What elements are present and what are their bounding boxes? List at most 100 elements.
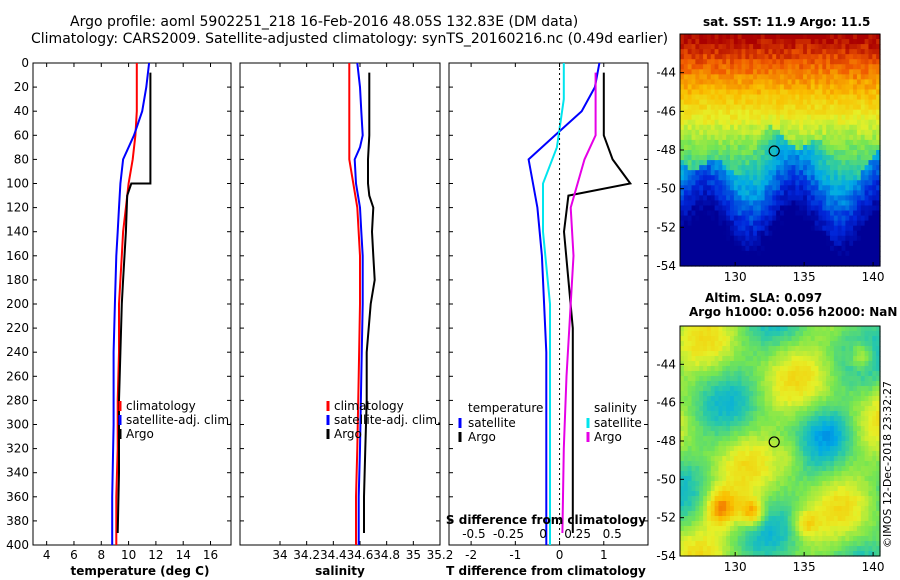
heatmap-cell bbox=[864, 44, 870, 50]
heatmap-cell bbox=[683, 456, 689, 462]
heatmap-cell bbox=[845, 506, 850, 512]
heatmap-cell bbox=[795, 49, 800, 55]
heatmap-cell bbox=[830, 456, 835, 462]
heatmap-cell bbox=[749, 526, 754, 532]
heatmap-cell bbox=[822, 481, 827, 487]
heatmap-cell bbox=[830, 426, 835, 432]
heatmap-cell bbox=[818, 250, 823, 257]
heatmap-cell bbox=[706, 361, 712, 367]
x-tick-label: 6 bbox=[70, 548, 78, 562]
heatmap-cell bbox=[795, 371, 800, 377]
heatmap-cell bbox=[691, 506, 696, 512]
heatmap-cell bbox=[764, 366, 770, 372]
heatmap-cell bbox=[818, 356, 823, 362]
heatmap-cell bbox=[799, 351, 804, 357]
heatmap-cell bbox=[860, 326, 866, 332]
heatmap-cell bbox=[749, 220, 754, 227]
heatmap-cell bbox=[722, 54, 727, 60]
heatmap-cell bbox=[776, 190, 781, 196]
heatmap-cell bbox=[845, 331, 850, 337]
heatmap-cell bbox=[718, 506, 723, 512]
heatmap-cell bbox=[768, 511, 773, 517]
heatmap-cell bbox=[714, 351, 720, 357]
heatmap-cell bbox=[803, 326, 808, 332]
heatmap-cell bbox=[853, 139, 858, 146]
heatmap-cell bbox=[687, 546, 693, 552]
heatmap-cell bbox=[733, 79, 739, 86]
heatmap-cell bbox=[826, 401, 831, 407]
heatmap-cell bbox=[741, 456, 746, 462]
heatmap-cell bbox=[818, 476, 823, 482]
heatmap-cell bbox=[699, 401, 704, 407]
heatmap-cell bbox=[837, 331, 843, 337]
heatmap-cell bbox=[818, 245, 823, 252]
heatmap-cell bbox=[806, 456, 812, 462]
heatmap-cell bbox=[695, 351, 700, 357]
heatmap-cell bbox=[830, 109, 835, 116]
heatmap-cell bbox=[772, 416, 777, 422]
heatmap-cell bbox=[826, 336, 831, 342]
heatmap-cell bbox=[687, 506, 693, 512]
heatmap-cell bbox=[730, 431, 735, 437]
heatmap-cell bbox=[722, 496, 727, 502]
heatmap-cell bbox=[683, 205, 689, 212]
heatmap-cell bbox=[768, 69, 773, 75]
heatmap-cell bbox=[737, 250, 743, 257]
heatmap-cell bbox=[799, 59, 804, 65]
heatmap-cell bbox=[868, 381, 873, 387]
heatmap-cell bbox=[687, 381, 693, 387]
heatmap-cell bbox=[772, 79, 777, 86]
heatmap-cell bbox=[818, 341, 823, 347]
heatmap-cell bbox=[745, 486, 750, 492]
heatmap-cell bbox=[845, 376, 850, 382]
heatmap-cell bbox=[814, 446, 820, 452]
heatmap-cell bbox=[856, 170, 862, 176]
heatmap-cell bbox=[695, 341, 700, 347]
heatmap-cell bbox=[776, 371, 781, 377]
heatmap-cell bbox=[722, 416, 727, 422]
heatmap-cell bbox=[768, 461, 773, 467]
heatmap-cell bbox=[760, 150, 766, 156]
heatmap-cell bbox=[849, 39, 854, 45]
heatmap-cell bbox=[733, 59, 739, 65]
heatmap-cell bbox=[856, 326, 862, 332]
heatmap-cell bbox=[703, 546, 708, 552]
heatmap-cell bbox=[864, 150, 870, 156]
heatmap-cell bbox=[710, 541, 716, 547]
heatmap-cell bbox=[814, 230, 820, 237]
heatmap-cell bbox=[737, 150, 743, 156]
heatmap-cell bbox=[872, 436, 877, 442]
heatmap-cell bbox=[718, 155, 723, 161]
heatmap-cell bbox=[745, 546, 750, 552]
heatmap-cell bbox=[780, 220, 785, 227]
heatmap-cell bbox=[753, 431, 758, 437]
heatmap-cell bbox=[780, 255, 785, 262]
heatmap-cell bbox=[845, 396, 850, 402]
heatmap-cell bbox=[718, 361, 723, 367]
heatmap-cell bbox=[810, 134, 816, 141]
heatmap-cell bbox=[856, 511, 862, 517]
heatmap-cell bbox=[806, 255, 812, 262]
heatmap-cell bbox=[868, 39, 873, 45]
heatmap-cell bbox=[745, 89, 750, 96]
heatmap-cell bbox=[806, 401, 812, 407]
heatmap-cell bbox=[680, 175, 685, 181]
heatmap-cell bbox=[818, 486, 823, 492]
heatmap-cell bbox=[722, 516, 727, 522]
heatmap-cell bbox=[841, 180, 846, 186]
heatmap-cell bbox=[849, 34, 854, 40]
heatmap-cell bbox=[837, 461, 843, 467]
heatmap-cell bbox=[714, 260, 720, 267]
heatmap-cell bbox=[780, 129, 785, 136]
heatmap-cell bbox=[760, 79, 766, 86]
heatmap-cell bbox=[822, 170, 827, 176]
heatmap-cell bbox=[695, 496, 700, 502]
heatmap-cell bbox=[691, 471, 696, 477]
heatmap-cell bbox=[760, 89, 766, 96]
heatmap-cell bbox=[718, 471, 723, 477]
heatmap-cell bbox=[714, 39, 720, 45]
heatmap-cell bbox=[726, 39, 731, 45]
heatmap-cell bbox=[703, 220, 708, 227]
heatmap-cell bbox=[764, 346, 770, 352]
heatmap-cell bbox=[722, 210, 727, 217]
